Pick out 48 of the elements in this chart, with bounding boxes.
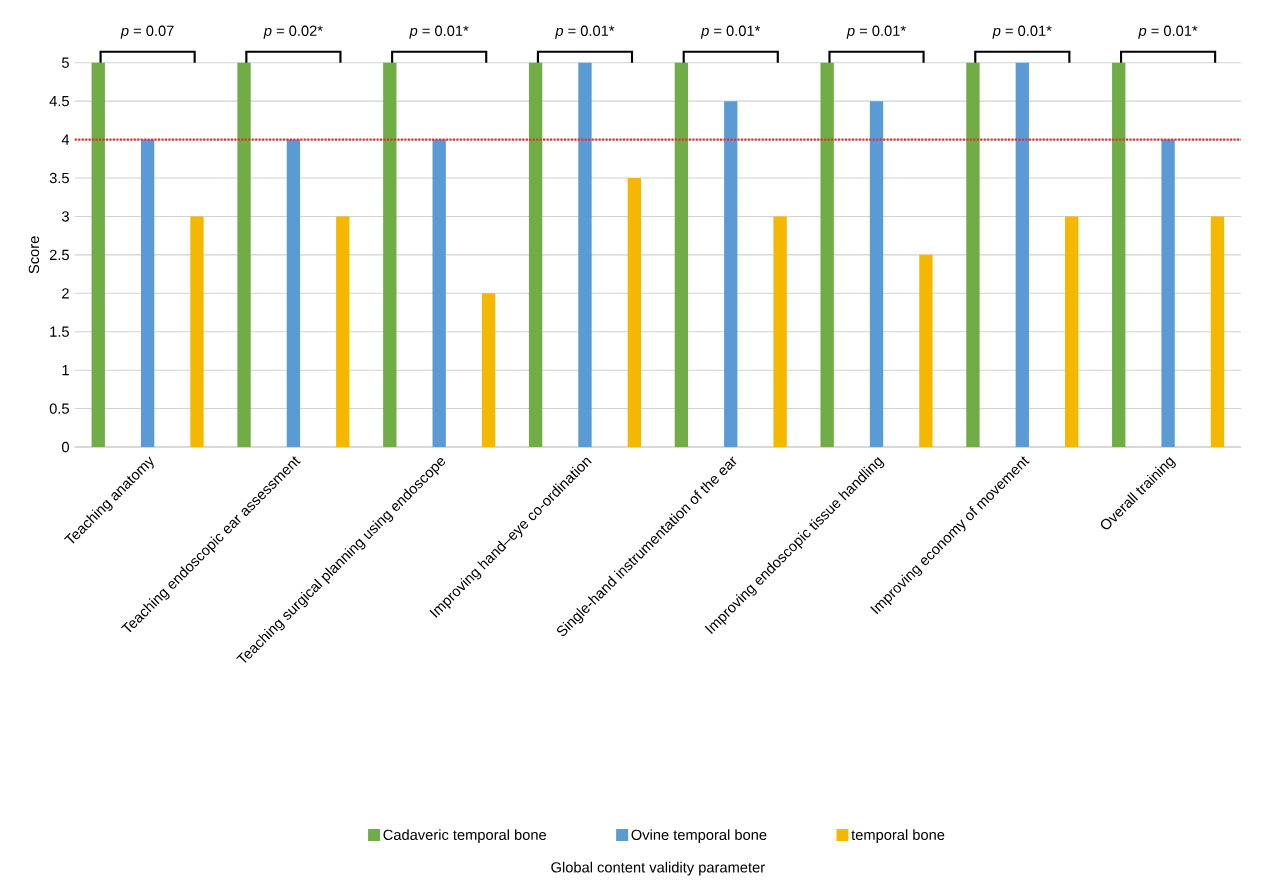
y-axis-title: Score — [28, 236, 40, 274]
bar — [336, 216, 350, 447]
y-tick-label: 2.5 — [49, 249, 69, 261]
bar — [91, 62, 105, 447]
bar — [383, 62, 397, 447]
legend-label: Ovine temporal bone — [631, 829, 767, 843]
text: p = 0.01* — [846, 25, 906, 39]
text: p = 0.01* — [555, 25, 615, 39]
y-tick-label: 3 — [61, 211, 69, 222]
bar — [286, 139, 301, 447]
bar — [1065, 216, 1079, 447]
bar — [1015, 62, 1029, 447]
bar — [578, 62, 592, 447]
bar — [674, 62, 689, 447]
bar — [1161, 139, 1175, 447]
text: p = 0.01* — [700, 25, 761, 39]
text: p = 0.01* — [992, 25, 1052, 39]
y-tick-label: 5 — [61, 57, 69, 68]
bar — [869, 101, 884, 447]
y-tick-label: 0.5 — [49, 403, 69, 414]
y-tick-label: 0 — [61, 441, 69, 453]
bar — [528, 62, 543, 447]
bar — [481, 293, 496, 447]
legend-label: temporal bone — [851, 829, 945, 843]
bar — [1210, 216, 1225, 447]
text: p = 0.07 — [120, 25, 174, 39]
legend-label: Cadaveric temporal bone — [383, 829, 547, 843]
bar — [773, 216, 787, 447]
bar — [1112, 62, 1126, 447]
bar — [919, 254, 933, 447]
bar — [966, 62, 980, 447]
bar — [432, 139, 446, 447]
text: p = 0.01* — [1138, 25, 1198, 39]
text: p = 0.02* — [263, 25, 323, 39]
bar — [627, 178, 642, 447]
y-tick-label: 2 — [62, 288, 69, 299]
text: Global content validity parameter — [551, 861, 765, 876]
bar — [237, 62, 251, 447]
bar — [724, 101, 738, 447]
bar — [820, 62, 834, 447]
y-tick-label: 4.5 — [49, 96, 69, 107]
y-tick-label: 1.5 — [50, 326, 69, 337]
text: p = 0.01* — [409, 25, 469, 39]
y-tick-label: 3.5 — [49, 172, 69, 184]
y-tick-label: 4 — [61, 134, 70, 145]
bar — [190, 216, 204, 447]
bar — [140, 139, 155, 447]
y-tick-label: 1 — [62, 365, 69, 376]
